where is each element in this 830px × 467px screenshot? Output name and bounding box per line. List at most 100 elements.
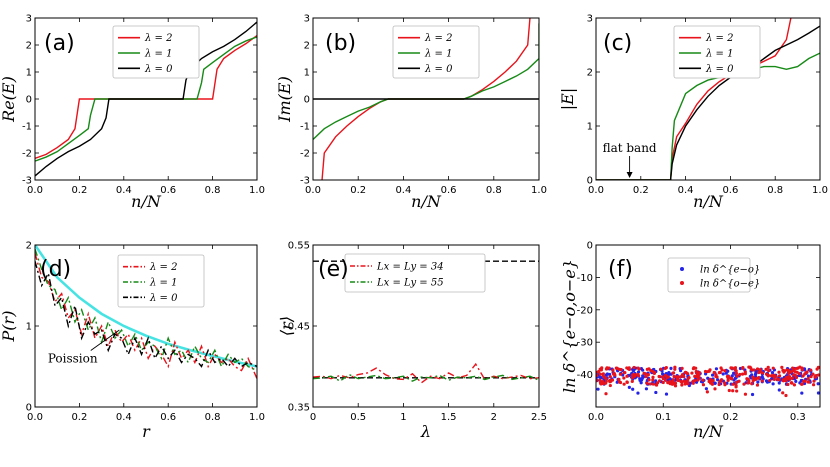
- scatter-point: [641, 368, 645, 372]
- scatter-point: [627, 385, 631, 389]
- scatter-point: [777, 370, 781, 374]
- x-axis-label: n/N: [693, 422, 724, 441]
- scatter-point: [599, 382, 603, 386]
- scatter-point: [622, 382, 626, 386]
- scatter-point: [604, 373, 609, 377]
- scatter-point: [730, 377, 734, 381]
- annotation-arrowhead: [626, 172, 633, 178]
- axes-frame: [595, 17, 821, 181]
- legend-box: [344, 253, 486, 293]
- legend-label: Lx = Ly = 55: [376, 278, 444, 289]
- scatter-point: [793, 370, 798, 374]
- scatter-point: [786, 382, 790, 387]
- y-tick-label: 0: [26, 95, 32, 106]
- scatter-point: [701, 378, 705, 382]
- scatter-point: [601, 374, 606, 378]
- scatter-point: [792, 383, 797, 387]
- x-axis-label: n/N: [411, 192, 442, 211]
- scatter-point: [710, 373, 715, 377]
- scatter-point: [651, 375, 655, 379]
- scatter-point: [659, 367, 663, 371]
- x-tick-label: 0.4: [116, 185, 132, 196]
- legend-label: λ = 2: [144, 33, 172, 44]
- scatter-point: [772, 375, 776, 379]
- x-tick-label: 0.0: [588, 185, 604, 196]
- scatter-point: [750, 368, 754, 372]
- y-tick-label: 0.45: [288, 322, 310, 333]
- y-axis-label: P(r): [0, 311, 18, 343]
- scatter-point: [809, 375, 813, 379]
- scatter-point: [803, 372, 807, 376]
- scatter-point: [747, 365, 751, 369]
- scatter-point: [654, 383, 659, 387]
- scatter-point: [676, 378, 680, 383]
- scatter-point: [682, 374, 686, 379]
- x-tick-label: 1.0: [249, 412, 265, 423]
- axes-frame: [34, 17, 258, 181]
- scatter-point: [623, 370, 627, 375]
- scatter-point: [608, 380, 612, 384]
- y-tick-label: 1: [26, 68, 32, 79]
- scatter-point: [707, 369, 711, 373]
- legend-label: λ = 0: [144, 64, 173, 75]
- scatter-point: [747, 381, 751, 385]
- scatter-point: [798, 365, 802, 369]
- scatter-point: [800, 391, 804, 395]
- scatter-point: [767, 369, 771, 373]
- scatter-point: [716, 378, 720, 382]
- scatter-point: [704, 387, 708, 391]
- scatter-point: [772, 377, 776, 382]
- panel-d: 0.0 0.2 0.4 0.6 0.8 1.0 2 1 0 λ = 2 λ = 1 λ = 0 (d) r…: [0, 241, 265, 442]
- scatter-point: [751, 379, 755, 383]
- x-tick-label: 0.2: [723, 412, 739, 423]
- scatter-point: [644, 387, 649, 391]
- scatter-point: [663, 366, 667, 371]
- scatter-point: [731, 389, 735, 393]
- scatter-point: [701, 383, 706, 387]
- scatter-point: [740, 372, 745, 376]
- scatter-point: [741, 366, 745, 370]
- legend-label: ln δ^{o−e}: [700, 279, 760, 290]
- plot-area-b: [313, 18, 539, 180]
- scatter-point: [791, 369, 795, 373]
- scatter-point: [713, 387, 717, 391]
- scatter-point: [729, 366, 734, 370]
- scatter-point: [617, 377, 621, 381]
- scatter-point: [622, 376, 626, 380]
- x-axis-label: λ: [420, 422, 431, 441]
- panel-label: (c): [603, 31, 632, 56]
- scatter-point: [599, 376, 603, 380]
- legend-box: [112, 25, 200, 79]
- panel-label: (b): [325, 31, 356, 56]
- scatter-point: [654, 390, 658, 395]
- scatter-point: [671, 378, 675, 382]
- scatter-point: [693, 374, 697, 378]
- y-tick-label: 1: [26, 322, 32, 333]
- scatter-point: [657, 374, 661, 379]
- scatter-point: [610, 378, 615, 382]
- legend-label: λ = 2: [149, 262, 177, 273]
- scatter-point: [769, 374, 774, 378]
- scatter-point: [672, 374, 676, 379]
- scatter-point: [760, 379, 764, 383]
- scatter-point: [705, 390, 709, 394]
- panel-c: 0.0 0.2 0.4 0.6 0.8 1.0 3 2 1 0 λ = 2 λ = 1 λ = 0 (c)…: [558, 14, 828, 212]
- legend-label: λ = 1: [424, 49, 452, 60]
- scatter-point: [771, 366, 775, 370]
- scatter-point: [703, 369, 708, 374]
- scatter-point: [648, 382, 652, 386]
- legend-e: Lx = Ly = 34 Lx = Ly = 55: [344, 253, 486, 293]
- series-line: [313, 373, 539, 382]
- scatter-point: [608, 383, 612, 388]
- scatter-point: [680, 383, 684, 387]
- legend-label: λ = 0: [149, 293, 178, 304]
- y-tick-label: -3: [22, 176, 32, 187]
- scatter-point: [646, 373, 650, 377]
- x-tick-label: 0.0: [27, 412, 43, 423]
- scatter-point: [793, 374, 798, 378]
- scatter-point: [618, 372, 622, 376]
- legend-box: [673, 25, 761, 79]
- scatter-point: [683, 382, 687, 386]
- scatter-point: [696, 378, 700, 382]
- panel-label: (e): [318, 257, 349, 282]
